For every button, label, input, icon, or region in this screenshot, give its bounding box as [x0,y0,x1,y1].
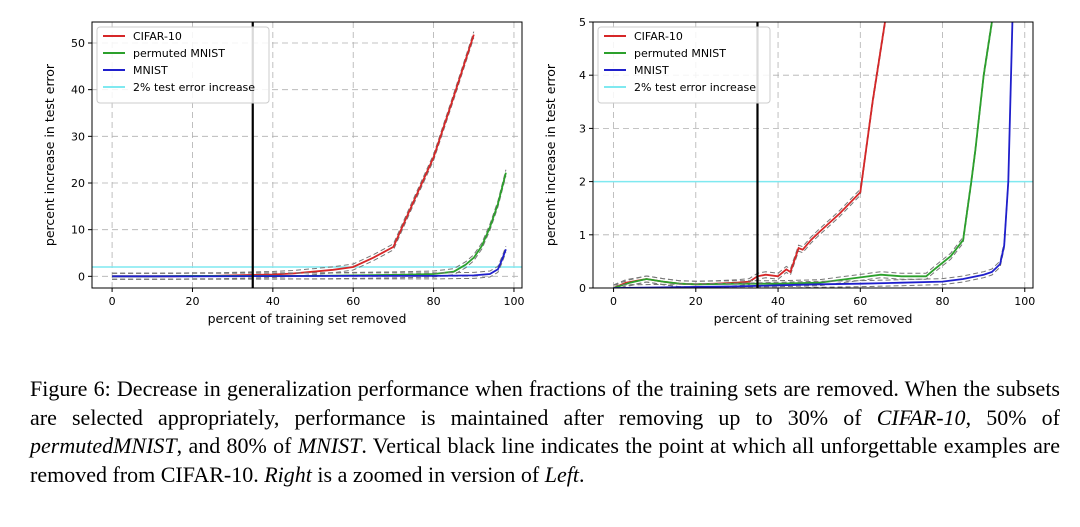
caption-em-mnist: MNIST [297,433,362,458]
plot-frame [592,21,1034,289]
caption-em-right: Right [264,461,312,487]
right-chart-panel: 0 20 40 60 80 100 0 1 2 3 4 5 percent of training se… [540,0,1080,340]
series-band-upper-permuted-mnist [112,169,507,274]
x-tick-label: 0 [610,295,617,308]
y-tick-label: 20 [71,177,85,190]
x-tick-label: 20 [185,295,199,308]
caption-em-permuted: permutedMNIST [30,433,177,458]
legend-label-mnist: MNIST [133,64,168,77]
legend-label-2-test-error-increase: 2% test error increase [133,81,255,94]
caption-em-cifar: CIFAR-10 [876,404,966,430]
y-tick-label: 2 [579,176,586,189]
series-line-mnist [613,22,1014,288]
caption-text-4: . Vertical black line indicates the poin… [30,433,1061,487]
x-tick-label: 0 [109,295,116,308]
legend-label-cifar-10: CIFAR-10 [133,30,182,43]
legend-box [597,26,771,104]
legend-label-permuted-mnist: permuted MNIST [634,47,726,60]
legend-label-cifar-10: CIFAR-10 [634,30,683,43]
caption-text-2: , 50% of [965,404,1061,430]
x-tick-label: 60 [346,295,360,308]
y-tick-label: 3 [579,122,586,135]
caption-text-3: , and 80% of [176,433,298,458]
series-line-mnist [112,248,507,278]
y-axis-label: percent increase in test error [42,63,57,246]
y-axis-label: percent increase in test error [543,63,558,246]
figure-caption: Figure 6: Decrease in generalization per… [30,375,1060,489]
plot-area [92,22,522,288]
series-line-permuted-mnist [613,22,993,288]
y-tick-label: 40 [71,84,85,97]
y-tick-label: 0 [579,282,586,295]
right-chart-svg: 0 20 40 60 80 100 0 1 2 3 4 5 percent of training se… [543,16,1035,326]
caption-text-6: . [578,461,585,487]
x-axis-label: percent of training set removed [208,311,407,326]
caption-text-1: Decrease in generalization performance w… [30,376,1060,430]
y-tick-label: 10 [71,224,85,237]
x-tick-label: 80 [936,295,950,308]
y-tick-label: 1 [579,229,586,242]
caption-label: Figure 6: [30,376,111,401]
y-tick-label: 30 [71,130,85,143]
caption-em-left: Left [544,461,579,487]
x-axis-label: percent of training set removed [714,311,913,326]
y-tick-label: 50 [71,37,85,50]
x-tick-label: 100 [503,295,524,308]
legend-label-permuted-mnist: permuted MNIST [133,47,225,60]
legend-box [96,26,270,104]
x-tick-label: 100 [1014,295,1035,308]
y-tick-label: 5 [579,16,586,29]
y-tick-label: 4 [579,69,586,82]
series-band-lower-permuted-mnist [112,175,507,280]
x-tick-label: 40 [771,295,785,308]
series-band-lower-mnist [112,252,507,280]
x-tick-label: 60 [853,295,867,308]
plot-frame [91,21,523,289]
series-line-permuted-mnist [112,172,507,278]
legend-label-2-test-error-increase: 2% test error increase [634,81,756,94]
y-tick-label: 0 [78,270,85,283]
series-band-upper-mnist [112,246,507,274]
caption-text-5: is a zoomed in version of [311,461,545,487]
plot-area [593,22,1033,288]
x-tick-label: 20 [689,295,703,308]
x-tick-label: 40 [266,295,280,308]
legend-label-mnist: MNIST [634,64,669,77]
left-chart-svg: 0 20 40 60 80 100 0 10 20 30 40 50 percent of traini… [42,21,524,326]
left-chart-panel: 0 20 40 60 80 100 0 10 20 30 40 50 percent of traini… [0,0,540,340]
x-tick-label: 80 [427,295,441,308]
